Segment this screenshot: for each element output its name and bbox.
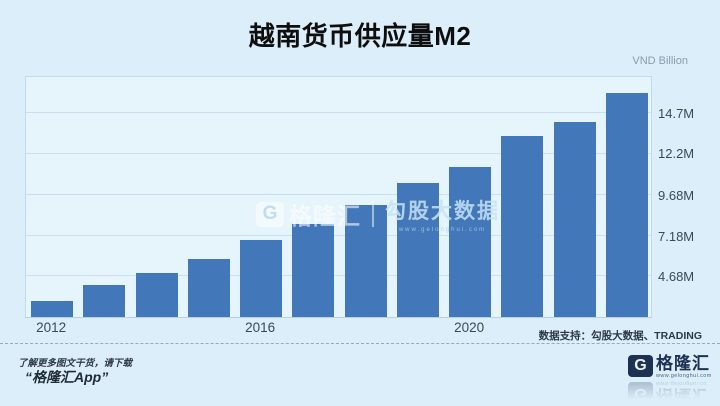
data-source-credit: 数据支持：勾股大数据、TRADING: [538, 330, 702, 342]
bar-2022: [553, 122, 596, 317]
brand-logo-reflection: G 格隆汇 www.gelonghui.com: [628, 380, 712, 405]
y-tick-label: 14.7M: [658, 105, 695, 121]
bar-2020: [449, 166, 492, 317]
bar-2019: [396, 182, 439, 317]
footer-promo-text: 了解更多图文干货，请下载: [18, 358, 133, 369]
bar-2012: [31, 300, 74, 317]
brand-logo-main: G 格隆汇 www.gelonghui.com: [628, 355, 711, 379]
gridline: [26, 152, 651, 154]
brand-logo-url: www.gelonghui.com: [656, 373, 712, 379]
bar-2013: [83, 285, 126, 317]
gridline: [26, 193, 651, 195]
gridline: [26, 111, 651, 113]
brand-logo: G 格隆汇 www.gelonghui.com G 格隆汇 www.gelong…: [628, 355, 712, 405]
plot-area: [25, 76, 652, 318]
gridline: [26, 234, 651, 236]
chart-title: 越南货币供应量M2: [248, 21, 472, 51]
footer-separator: [0, 343, 720, 344]
x-tick-label: 2020: [454, 320, 485, 335]
bar-2015: [187, 258, 230, 317]
bar-2014: [135, 272, 178, 317]
brand-logo-name: 格隆汇: [656, 354, 710, 373]
footer-app-name: “格隆汇App”: [25, 369, 109, 385]
bar-2018: [344, 205, 387, 317]
y-tick-label: 7.18M: [658, 228, 695, 244]
bar-2023: [605, 93, 648, 317]
y-tick-label: 4.68M: [658, 269, 695, 285]
x-tick-label: 2012: [36, 320, 67, 335]
gridline: [26, 275, 651, 277]
bar-2016: [240, 240, 283, 317]
y-tick-label: 9.68M: [658, 187, 695, 203]
y-tick-label: 12.2M: [658, 146, 695, 162]
x-tick-label: 2016: [245, 320, 276, 335]
bar-2021: [501, 135, 544, 317]
y-axis-unit-label: VND Billion: [632, 55, 688, 67]
bar-2017: [292, 223, 335, 317]
brand-logo-g-icon: G: [628, 355, 653, 377]
